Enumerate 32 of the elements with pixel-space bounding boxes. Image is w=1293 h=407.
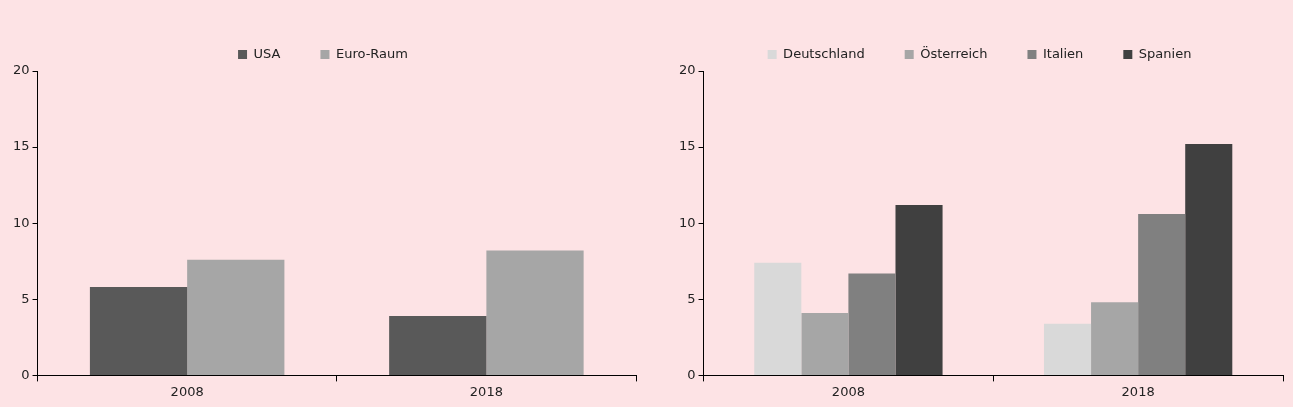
bar bbox=[848, 273, 896, 375]
bar bbox=[1091, 302, 1139, 375]
y-tick-label: 15 bbox=[13, 138, 30, 154]
bar bbox=[801, 313, 849, 375]
legend-label: Österreich bbox=[920, 44, 988, 61]
bar bbox=[1138, 214, 1186, 375]
bar bbox=[89, 287, 188, 375]
legend-label: Euro-Raum bbox=[335, 45, 408, 61]
y-tick-label: 20 bbox=[679, 62, 696, 78]
bar bbox=[389, 316, 487, 375]
y-tick-label: 0 bbox=[687, 366, 696, 382]
x-tick-label: 2008 bbox=[170, 383, 204, 399]
y-tick-label: 0 bbox=[21, 366, 30, 382]
y-tick-label: 5 bbox=[687, 290, 696, 306]
bar bbox=[486, 250, 584, 375]
y-tick-label: 10 bbox=[679, 214, 696, 230]
legend-label: Spanien bbox=[1138, 45, 1192, 61]
legend-label: Italien bbox=[1042, 45, 1084, 61]
bar bbox=[895, 204, 943, 375]
y-tick-label: 5 bbox=[21, 290, 30, 306]
y-tick-label: 20 bbox=[13, 62, 30, 78]
x-tick-label: 2018 bbox=[1121, 383, 1155, 399]
y-tick-label: 10 bbox=[13, 214, 30, 230]
legend-label: Deutschland bbox=[783, 45, 865, 61]
x-tick-label: 2008 bbox=[831, 383, 865, 399]
bar bbox=[1185, 144, 1233, 375]
x-tick-label: 2018 bbox=[469, 383, 503, 399]
legend-label: USA bbox=[253, 45, 281, 61]
y-tick-label: 15 bbox=[679, 138, 696, 154]
bar bbox=[1043, 323, 1092, 375]
bar bbox=[754, 262, 802, 375]
bar bbox=[187, 259, 285, 375]
